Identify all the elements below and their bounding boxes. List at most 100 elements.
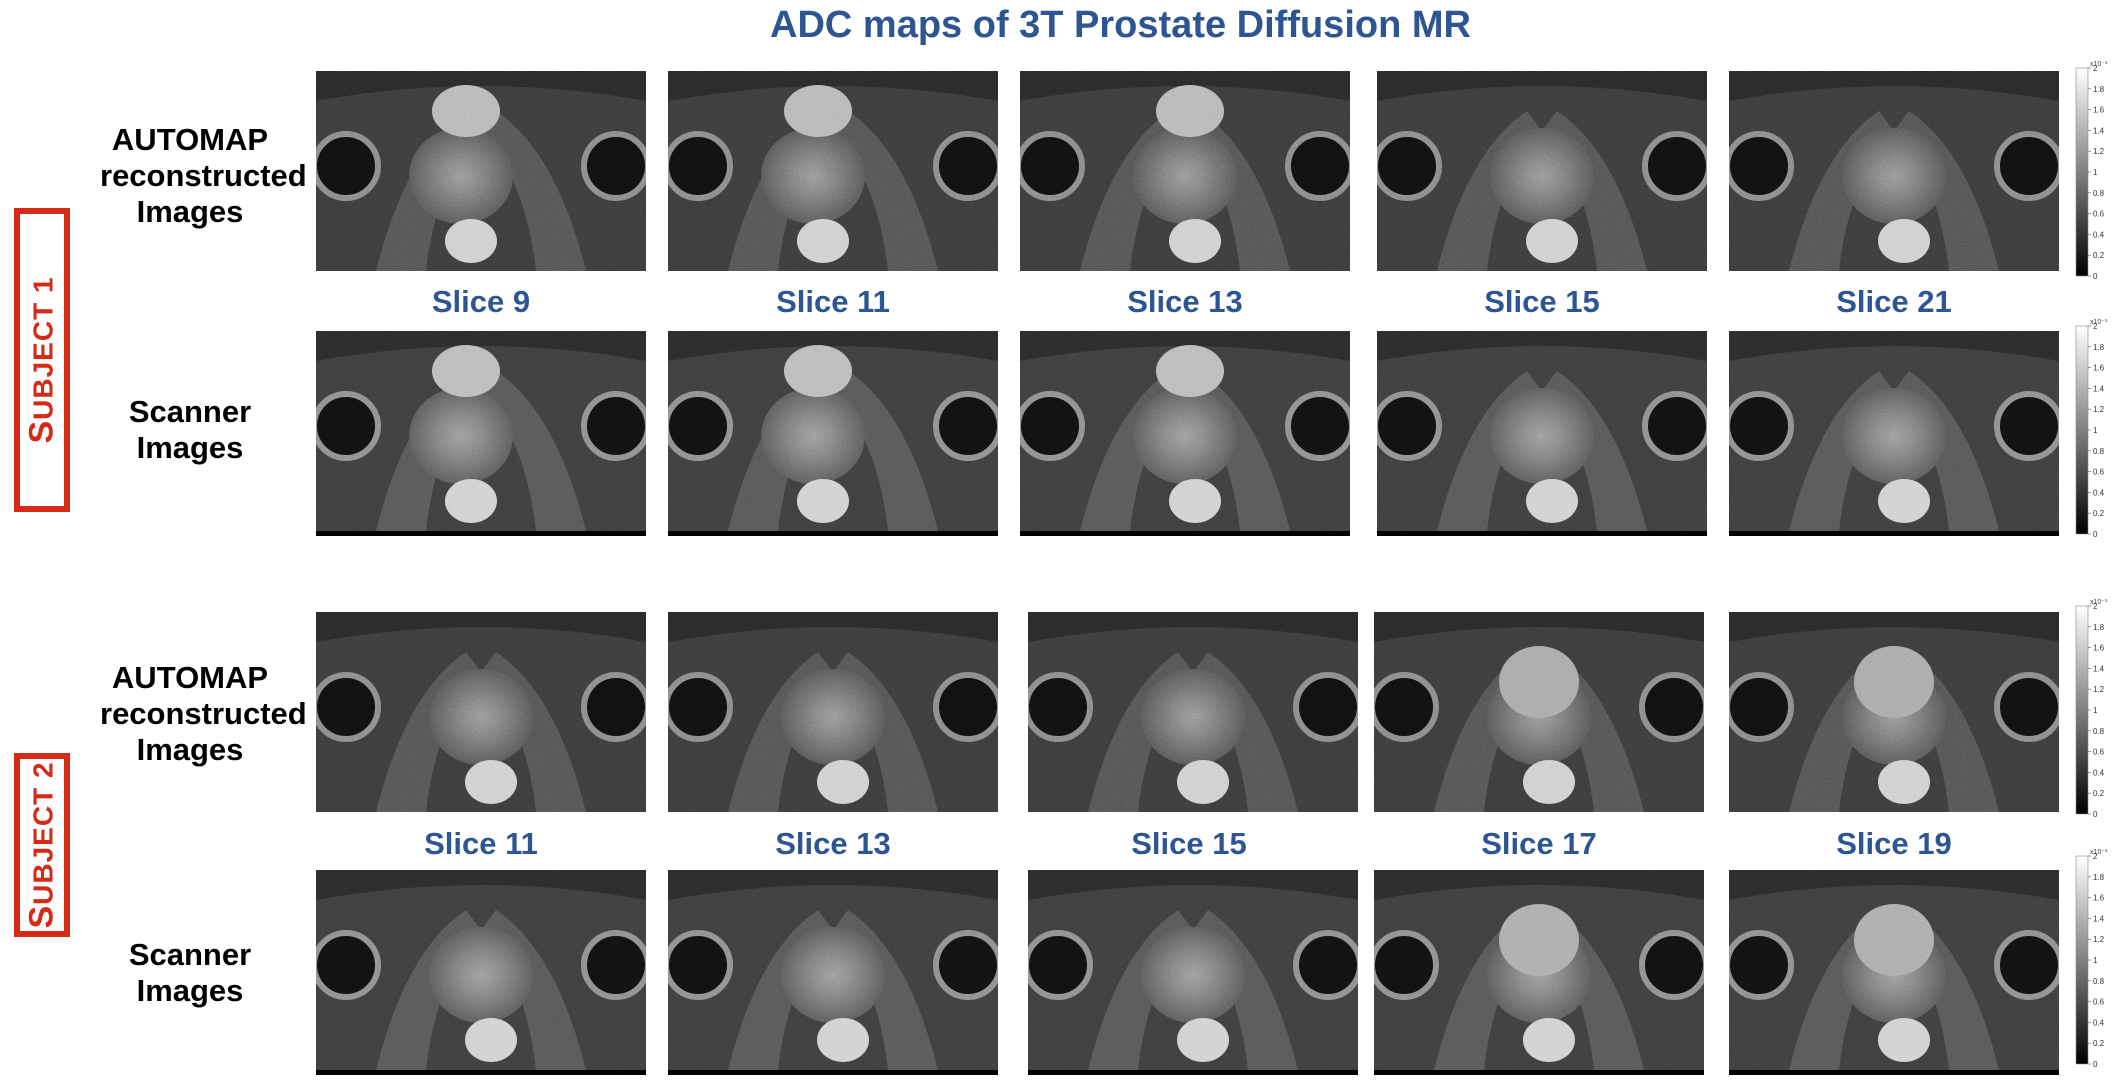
mri-slice-image	[1374, 612, 1704, 812]
mri-slice-image	[668, 870, 998, 1070]
adc-colorbar: x10⁻³ 2 1.8 1.6 1.4 1.2 1 0.8 0.6 0.4 0.2 0	[2072, 848, 2121, 1070]
colorbar-tick-label: 0.4	[2093, 230, 2105, 239]
mri-slice-image	[668, 331, 998, 531]
adc-colorbar: x10⁻³ 2 1.8 1.6 1.4 1.2 1 0.8 0.6 0.4 0.2 0	[2072, 318, 2121, 540]
mri-slice-image	[1729, 870, 2059, 1070]
image-baseline	[316, 531, 646, 536]
colorbar-exponent: x10⁻³	[2090, 849, 2108, 856]
colorbar-tick-label: 0.4	[2093, 768, 2105, 777]
subject-1-slice-label: Slice 9	[431, 284, 531, 319]
subject-1-slice-label: Slice 11	[776, 284, 890, 319]
subject-2-label: SUBJECT 2	[22, 761, 61, 929]
mri-slice-image	[668, 71, 998, 271]
colorbar-tick-label: 1.2	[2093, 685, 2105, 694]
colorbar-tick-label: 1.4	[2093, 664, 2105, 673]
colorbar-tick-label: 0.2	[2093, 509, 2105, 518]
colorbar-tick-label: 2	[2093, 64, 2098, 73]
colorbar-tick-label: 0.8	[2093, 189, 2105, 198]
colorbar-tick-label: 0.6	[2093, 468, 2105, 477]
subject-1-label: SUBJECT 1	[22, 276, 61, 444]
image-baseline	[1028, 1070, 1358, 1075]
image-baseline	[1377, 531, 1707, 536]
colorbar-tick-label: 0.4	[2093, 488, 2105, 497]
colorbar-tick-label: 1	[2093, 168, 2098, 177]
image-baseline	[316, 1070, 646, 1075]
image-baseline	[1374, 1070, 1704, 1075]
colorbar-tick-label: 0	[2093, 530, 2098, 539]
mri-slice-image	[1729, 612, 2059, 812]
mri-slice-image	[1729, 331, 2059, 531]
colorbar-tick-label: 2	[2093, 852, 2098, 861]
image-baseline	[1020, 531, 1350, 536]
mri-slice-image	[1028, 612, 1358, 812]
colorbar-tick-label: 1.6	[2093, 364, 2105, 373]
colorbar-tick-label: 0.4	[2093, 1018, 2105, 1027]
colorbar-tick-label: 1.6	[2093, 644, 2105, 653]
colorbar-tick-label: 0	[2093, 272, 2098, 281]
subject-2-slice-label: Slice 15	[1131, 826, 1247, 861]
mri-slice-image	[316, 870, 646, 1070]
colorbar-tick-label: 1.4	[2093, 126, 2105, 135]
mri-slice-image	[1020, 71, 1350, 271]
mri-slice-image	[1020, 331, 1350, 531]
colorbar-tick-label: 1.2	[2093, 147, 2105, 156]
colorbar-tick-label: 0.6	[2093, 210, 2105, 219]
subject-1-scanner-label: Scanner Images	[128, 394, 252, 465]
colorbar-tick-label: 1.8	[2093, 85, 2105, 94]
mri-slice-image	[1028, 870, 1358, 1070]
mri-slice-image	[668, 612, 998, 812]
colorbar-tick-label: 1	[2093, 426, 2098, 435]
subject-2-slice-label: Slice 13	[775, 826, 891, 861]
colorbar-tick-label: 0.6	[2093, 998, 2105, 1007]
colorbar-tick-label: 0.2	[2093, 789, 2105, 798]
colorbar-tick-label: 1	[2093, 706, 2098, 715]
subject-1-slice-label: Slice 15	[1484, 284, 1600, 319]
subject-2-slice-label: Slice 19	[1836, 826, 1952, 861]
image-baseline	[1729, 1070, 2059, 1075]
subject-1-badge: SUBJECT 1	[14, 208, 70, 512]
colorbar-tick-label: 1.4	[2093, 384, 2105, 393]
image-baseline	[668, 1070, 998, 1075]
colorbar-tick-label: 1.6	[2093, 106, 2105, 115]
colorbar-tick-label: 1	[2093, 956, 2098, 965]
mri-slice-image	[316, 612, 646, 812]
mri-slice-image	[316, 331, 646, 531]
colorbar-tick-label: 2	[2093, 322, 2098, 331]
colorbar-tick-label: 0.8	[2093, 447, 2105, 456]
subject-2-automap-label: AUTOMAP reconstructed Images	[100, 660, 307, 767]
colorbar-exponent: x10⁻³	[2090, 319, 2108, 326]
colorbar-tick-label: 0.8	[2093, 727, 2105, 736]
subject-2-slice-label: Slice 11	[424, 826, 538, 861]
subject-1-slice-label: Slice 21	[1836, 284, 1952, 319]
colorbar-tick-label: 1.4	[2093, 914, 2105, 923]
image-baseline	[668, 531, 998, 536]
colorbar-tick-label: 0.6	[2093, 748, 2105, 757]
colorbar-tick-label: 1.2	[2093, 405, 2105, 414]
image-baseline	[1729, 531, 2059, 536]
adc-colorbar: x10⁻³ 2 1.8 1.6 1.4 1.2 1 0.8 0.6 0.4 0.2 0	[2072, 60, 2121, 282]
colorbar-tick-label: 1.6	[2093, 894, 2105, 903]
subject-1-automap-label: AUTOMAP reconstructed Images	[100, 122, 307, 229]
subject-2-slice-label: Slice 17	[1481, 826, 1597, 861]
colorbar-exponent: x10⁻³	[2090, 599, 2108, 606]
colorbar-tick-label: 0.2	[2093, 251, 2105, 260]
colorbar-tick-label: 0	[2093, 1060, 2098, 1069]
mri-slice-image	[316, 71, 646, 271]
colorbar-tick-label: 1.8	[2093, 343, 2105, 352]
colorbar-tick-label: 2	[2093, 602, 2098, 611]
colorbar-tick-label: 0	[2093, 810, 2098, 819]
mri-slice-image	[1377, 71, 1707, 271]
subject-2-scanner-label: Scanner Images	[128, 937, 252, 1008]
colorbar-exponent: x10⁻³	[2090, 61, 2108, 68]
subject-2-badge: SUBJECT 2	[14, 753, 70, 937]
mri-slice-image	[1377, 331, 1707, 531]
figure-title: ADC maps of 3T Prostate Diffusion MR	[770, 4, 1471, 46]
subject-1-slice-label: Slice 13	[1127, 284, 1243, 319]
colorbar-tick-label: 0.2	[2093, 1039, 2105, 1048]
colorbar-tick-label: 1.2	[2093, 935, 2105, 944]
colorbar-tick-label: 0.8	[2093, 977, 2105, 986]
colorbar-tick-label: 1.8	[2093, 623, 2105, 632]
mri-slice-image	[1374, 870, 1704, 1070]
adc-colorbar: x10⁻³ 2 1.8 1.6 1.4 1.2 1 0.8 0.6 0.4 0.2 0	[2072, 598, 2121, 820]
colorbar-tick-label: 1.8	[2093, 873, 2105, 882]
